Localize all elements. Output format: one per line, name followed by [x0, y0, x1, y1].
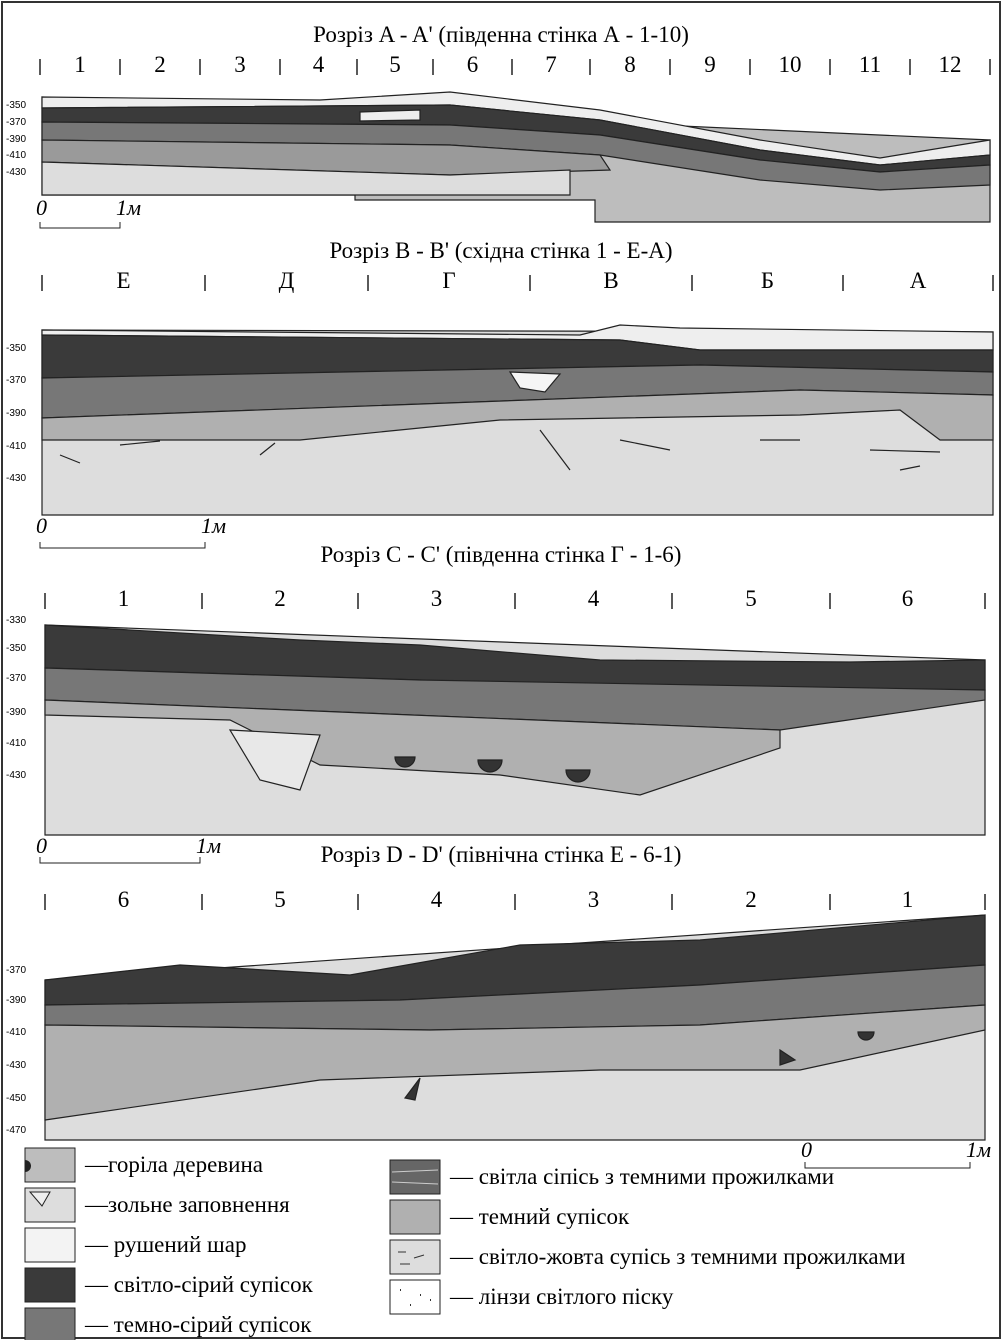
column-label: 5	[389, 52, 401, 77]
legend-label: — рушений шар	[84, 1232, 246, 1257]
column-label: 1	[902, 887, 914, 912]
column-label: 6	[467, 52, 479, 77]
depth-label: -430	[6, 770, 26, 781]
depth-label: -390	[6, 707, 26, 718]
depth-label: -430	[6, 473, 26, 484]
depth-label: -370	[6, 673, 26, 684]
depth-label: -370	[6, 965, 26, 976]
section-a-drawing	[41, 91, 991, 223]
legend-label: — лінзи світлого піску	[449, 1284, 674, 1309]
depth-label: -390	[6, 134, 26, 145]
depth-label: -430	[6, 167, 26, 178]
depth-label: -410	[6, 150, 26, 161]
section-c-drawing	[44, 624, 986, 836]
legend-label: —горіла деревина	[84, 1152, 263, 1177]
column-label: 1	[74, 52, 86, 77]
column-label: 5	[745, 586, 757, 611]
column-label: 6	[902, 586, 914, 611]
scale-label: 0	[36, 833, 47, 858]
legend-label: — світло-сірий супісок	[84, 1272, 314, 1297]
scale-label: 1м	[116, 195, 141, 220]
depth-label: -390	[6, 408, 26, 419]
column-label: 2	[274, 586, 286, 611]
scale-label: 0	[36, 513, 47, 538]
column-label: 1	[118, 586, 130, 611]
column-label: Е	[116, 268, 130, 293]
column-label: 4	[588, 586, 600, 611]
column-label: 3	[588, 887, 600, 912]
scale-bar	[804, 1162, 971, 1169]
column-label: 3	[234, 52, 246, 77]
column-label: Г	[442, 268, 455, 293]
section-b-drawing	[41, 324, 994, 516]
column-label: 4	[431, 887, 443, 912]
depth-label: -410	[6, 1027, 26, 1038]
depth-label: -370	[6, 375, 26, 386]
column-label: 10	[779, 52, 802, 77]
legend-label: — темний супісок	[449, 1204, 630, 1229]
column-label: В	[603, 268, 618, 293]
depth-label: -390	[6, 995, 26, 1006]
scale-bar	[39, 222, 121, 229]
legend-label: — світла сіпісь з темними прожилками	[449, 1164, 834, 1189]
column-label: 8	[624, 52, 636, 77]
section-title: Розріз A - A' (південна стінка А - 1-10)	[313, 22, 689, 47]
scale-bar	[39, 542, 206, 549]
scale-label: 0	[36, 195, 47, 220]
column-label: 7	[545, 52, 557, 77]
depth-label: -330	[6, 615, 26, 626]
column-label: Д	[279, 268, 295, 293]
depth-label: -350	[6, 343, 26, 354]
scale-label: 1м	[196, 833, 221, 858]
section-d-drawing	[44, 914, 986, 1141]
depth-label: -350	[6, 100, 26, 111]
column-label: 9	[704, 52, 716, 77]
scale-label: 0	[801, 1137, 812, 1162]
section-title: Розріз D - D' (північна стінка Е - 6-1)	[321, 842, 682, 867]
legend-label: —зольне заповнення	[84, 1192, 290, 1217]
column-label: 2	[745, 887, 757, 912]
column-label: 6	[118, 887, 130, 912]
legend-label: — темно-сірий супісок	[84, 1312, 312, 1337]
column-label: 2	[154, 52, 166, 77]
depth-label: -410	[6, 441, 26, 452]
column-label: 12	[939, 52, 962, 77]
depth-label: -470	[6, 1125, 26, 1136]
column-label: 4	[313, 52, 325, 77]
legend-swatches	[24, 1147, 441, 1340]
column-label: А	[910, 268, 927, 293]
depth-label: -350	[6, 643, 26, 654]
column-label: 11	[859, 52, 881, 77]
depth-label: -450	[6, 1093, 26, 1104]
column-label: Б	[761, 268, 774, 293]
scale-bar	[39, 857, 201, 864]
depth-label: -430	[6, 1060, 26, 1071]
legend-label: — світло-жовта супісь з темними прожилка…	[449, 1244, 905, 1269]
section-title: Розріз B - B' (східна стінка 1 - Е-А)	[329, 238, 672, 263]
depth-label: -370	[6, 117, 26, 128]
scale-label: 1м	[201, 513, 226, 538]
scale-label: 1м	[966, 1137, 991, 1162]
column-label: 5	[274, 887, 286, 912]
section-title: Розріз C - C' (південна стінка Г - 1-6)	[321, 542, 682, 567]
depth-label: -410	[6, 738, 26, 749]
column-label: 3	[431, 586, 443, 611]
